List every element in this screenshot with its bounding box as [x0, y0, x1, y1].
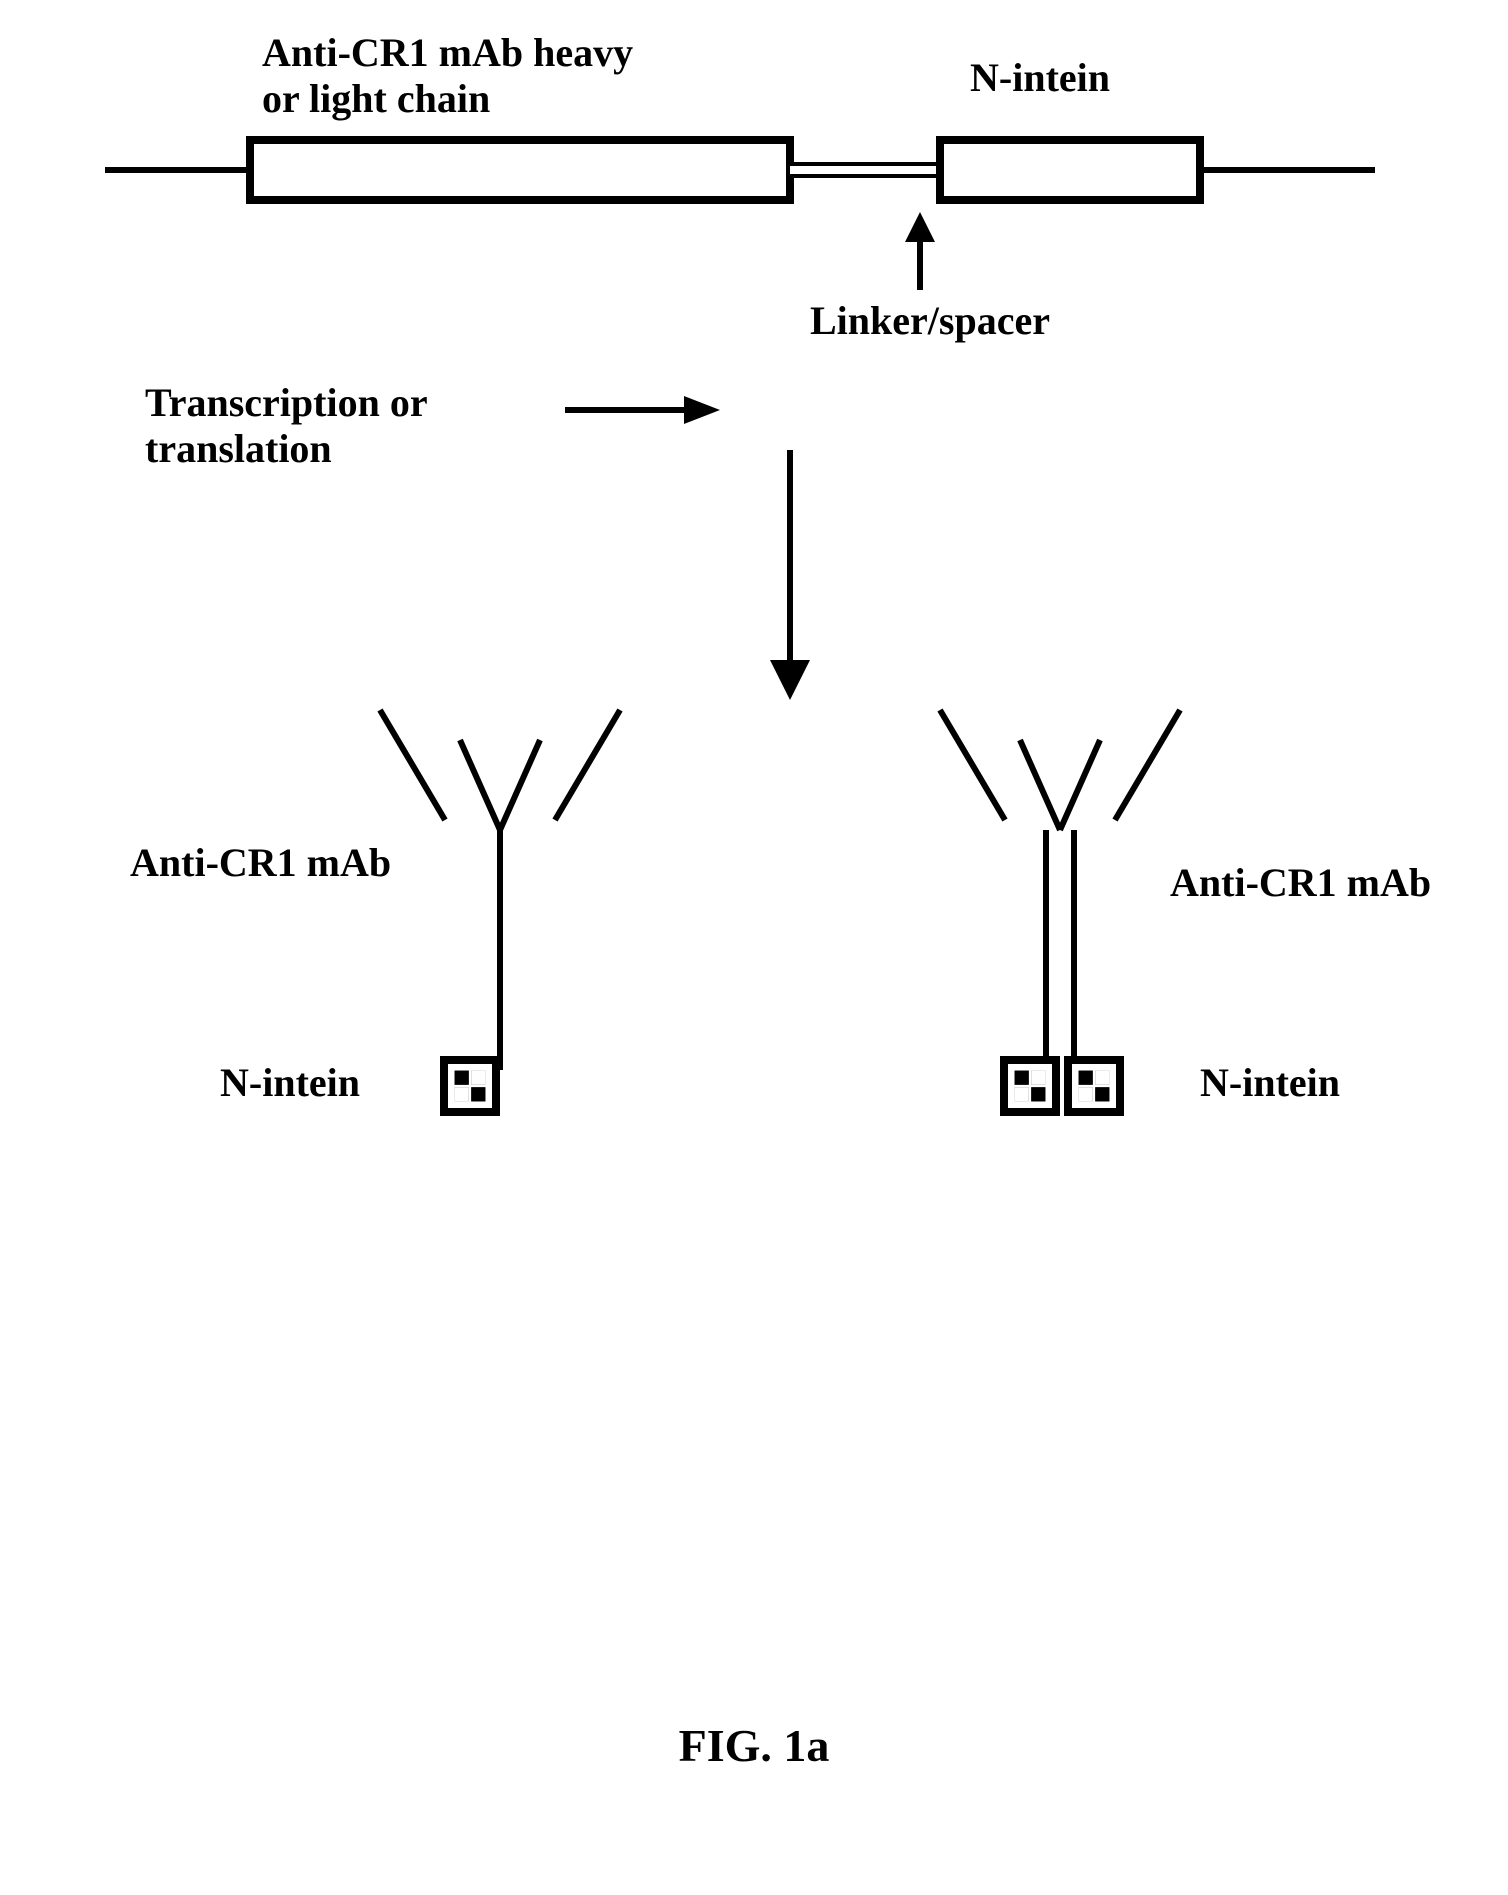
diagram-canvas: [0, 0, 1508, 1895]
